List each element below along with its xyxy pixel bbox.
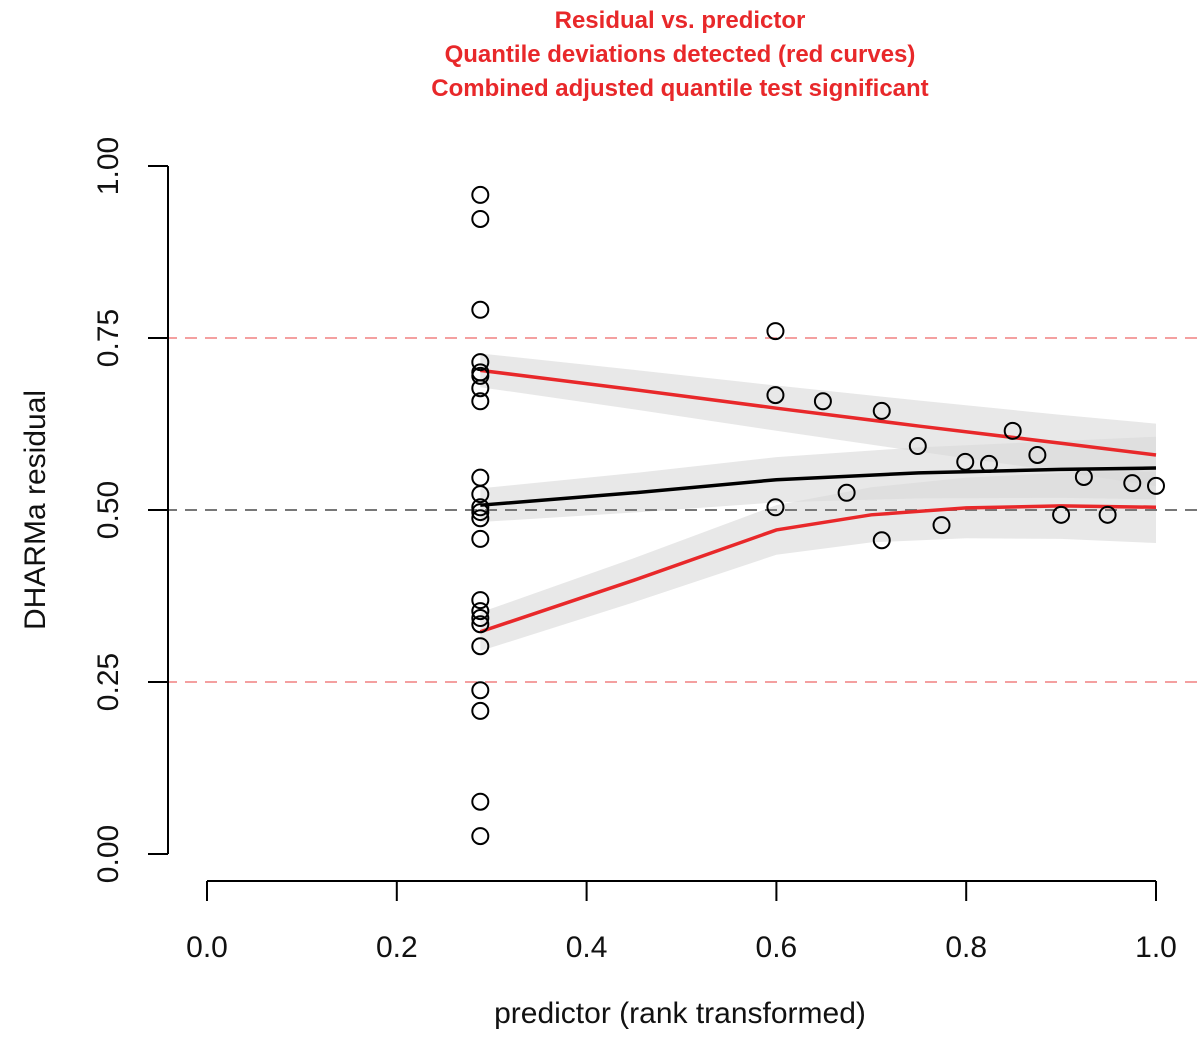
data-point <box>766 498 785 517</box>
data-point <box>471 392 490 411</box>
data-point <box>471 503 490 522</box>
data-point <box>471 827 490 846</box>
data-point <box>471 602 490 621</box>
data-point <box>1123 474 1142 493</box>
data-point <box>471 185 490 204</box>
data-point <box>872 401 891 420</box>
data-point <box>471 609 490 628</box>
data-point <box>471 300 490 319</box>
data-point <box>471 353 490 372</box>
y-tick-label: 0.25 <box>92 653 125 711</box>
x-tick-label: 0.6 <box>756 931 798 964</box>
data-point <box>1028 445 1047 464</box>
quantile-curve-1 <box>480 466 1157 507</box>
data-point <box>471 529 490 548</box>
data-point <box>1052 505 1071 524</box>
data-point <box>1147 476 1165 495</box>
data-point <box>956 452 975 471</box>
y-tick-label: 0.50 <box>92 481 125 539</box>
data-point <box>471 681 490 700</box>
data-point <box>1003 421 1022 440</box>
data-point <box>471 485 490 504</box>
data-point <box>908 437 927 456</box>
data-point <box>766 386 785 405</box>
quantile-curve-0 <box>480 368 1157 457</box>
y-tick-label: 1.00 <box>92 137 125 195</box>
data-point <box>471 379 490 398</box>
y-tick-label: 0.00 <box>92 825 125 883</box>
y-tick-label: 0.75 <box>92 309 125 367</box>
data-point <box>872 531 891 550</box>
data-point <box>813 392 832 411</box>
data-point <box>1098 505 1117 524</box>
y-axis-label: DHARMa residual <box>19 390 52 630</box>
x-axis-label: predictor (rank transformed) <box>494 997 866 1030</box>
data-point <box>471 209 490 228</box>
data-point <box>979 454 998 473</box>
data-point <box>766 322 785 341</box>
title-line-3: Combined adjusted quantile test signific… <box>431 75 928 102</box>
data-point <box>837 483 856 502</box>
title-line-2: Quantile deviations detected (red curves… <box>445 41 916 68</box>
title-line-1: Residual vs. predictor <box>555 7 806 34</box>
chart-title: Residual vs. predictor Quantile deviatio… <box>431 7 928 102</box>
data-point <box>471 792 490 811</box>
data-point <box>1074 467 1093 486</box>
data-point <box>471 509 490 528</box>
x-tick-label: 0.2 <box>376 931 418 964</box>
data-point <box>932 516 951 535</box>
data-point <box>471 701 490 720</box>
data-point <box>471 366 490 385</box>
data-point <box>471 498 490 517</box>
data-point <box>471 591 490 610</box>
confidence-band-2 <box>480 471 1156 652</box>
x-tick-label: 0.8 <box>945 931 987 964</box>
data-point <box>471 468 490 487</box>
data-point <box>471 637 490 656</box>
data-point <box>471 615 490 634</box>
x-tick-label: 1.0 <box>1135 931 1177 964</box>
x-tick-label: 0.0 <box>186 931 228 964</box>
x-tick-label: 0.4 <box>566 931 608 964</box>
